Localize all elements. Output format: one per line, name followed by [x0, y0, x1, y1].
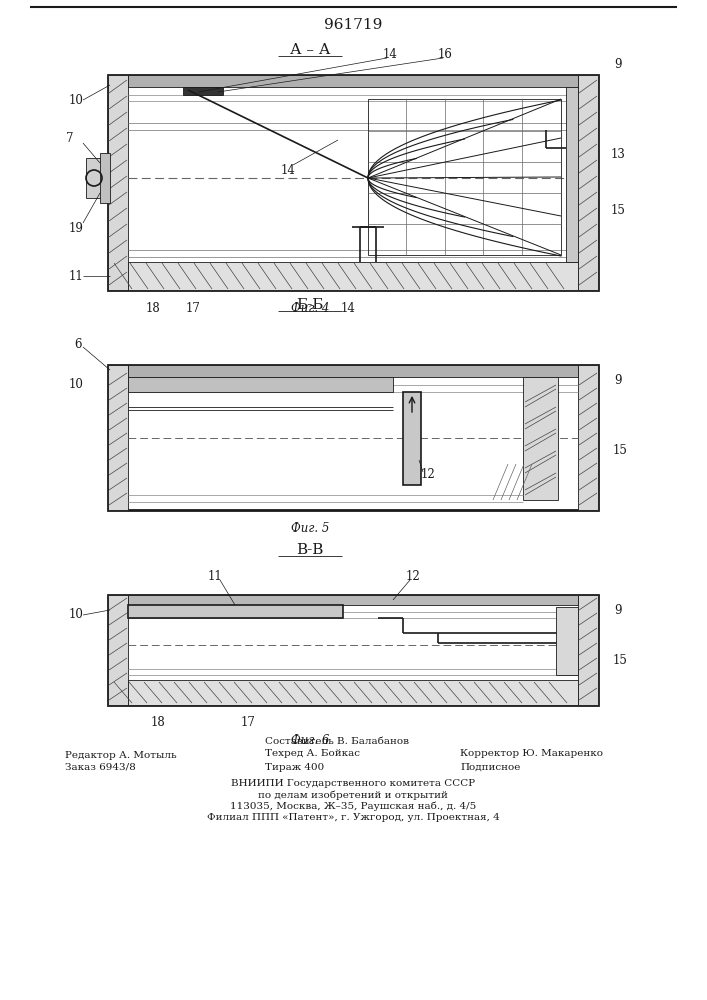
Text: 13: 13 — [611, 148, 626, 161]
Text: 17: 17 — [185, 302, 201, 314]
Text: Фиг. 4: Фиг. 4 — [291, 302, 329, 314]
Bar — [108, 75, 128, 290]
Text: 961719: 961719 — [324, 18, 382, 32]
Bar — [403, 392, 421, 485]
Bar — [108, 365, 598, 510]
Text: 15: 15 — [611, 204, 626, 217]
Text: 9: 9 — [614, 58, 621, 72]
Bar — [128, 605, 343, 618]
Bar — [128, 595, 578, 605]
Text: 15: 15 — [612, 654, 627, 666]
Text: 18: 18 — [146, 302, 160, 314]
Text: 14: 14 — [341, 302, 356, 314]
Text: 10: 10 — [69, 378, 83, 391]
Text: 12: 12 — [421, 468, 436, 482]
Bar — [108, 595, 128, 705]
Text: Фиг. 6: Фиг. 6 — [291, 734, 329, 746]
Bar — [523, 377, 558, 500]
Text: 18: 18 — [151, 716, 165, 730]
Text: Техред А. Бойкас: Техред А. Бойкас — [265, 750, 360, 758]
Bar — [128, 377, 393, 392]
Text: 7: 7 — [66, 131, 74, 144]
Text: А – А: А – А — [290, 43, 330, 57]
Text: Корректор Ю. Макаренко: Корректор Ю. Макаренко — [460, 750, 603, 758]
Text: по делам изобретений и открытий: по делам изобретений и открытий — [258, 790, 448, 800]
Text: 6: 6 — [74, 338, 82, 352]
Text: 12: 12 — [406, 570, 421, 584]
Text: Тираж 400: Тираж 400 — [265, 762, 325, 772]
Text: 9: 9 — [614, 603, 621, 616]
Bar — [128, 262, 578, 290]
Text: Подписное: Подписное — [460, 762, 520, 772]
Text: 15: 15 — [612, 444, 627, 456]
Bar — [556, 607, 578, 675]
Text: Редактор А. Мотыль: Редактор А. Мотыль — [65, 750, 177, 760]
Bar — [368, 99, 561, 255]
Bar — [128, 680, 578, 705]
Bar — [578, 75, 598, 290]
Bar — [566, 87, 578, 262]
Text: 113035, Москва, Ж–35, Раушская наб., д. 4/5: 113035, Москва, Ж–35, Раушская наб., д. … — [230, 801, 476, 811]
Bar — [128, 75, 578, 87]
Bar — [86, 158, 102, 198]
Text: Составитель В. Балабанов: Составитель В. Балабанов — [265, 738, 409, 746]
Text: Филиал ППП «Патент», г. Ужгород, ул. Проектная, 4: Филиал ППП «Патент», г. Ужгород, ул. Про… — [206, 812, 499, 822]
Text: 11: 11 — [69, 269, 83, 282]
Text: 10: 10 — [69, 608, 83, 621]
Bar — [128, 365, 578, 377]
Text: 17: 17 — [240, 716, 255, 730]
Text: 19: 19 — [69, 222, 83, 234]
Bar — [108, 365, 128, 510]
Text: 14: 14 — [281, 163, 296, 176]
Text: Б-Б: Б-Б — [296, 298, 324, 312]
Text: ВНИИПИ Государственного комитета СССР: ВНИИПИ Государственного комитета СССР — [231, 780, 475, 788]
Bar — [183, 87, 223, 95]
Bar — [108, 595, 598, 705]
Text: В-В: В-В — [296, 543, 324, 557]
Text: 10: 10 — [69, 94, 83, 106]
Text: 16: 16 — [438, 48, 452, 62]
Text: 11: 11 — [208, 570, 223, 584]
Text: Фиг. 5: Фиг. 5 — [291, 522, 329, 534]
Bar — [108, 75, 598, 290]
Text: 9: 9 — [614, 373, 621, 386]
Bar — [100, 153, 110, 203]
Text: 14: 14 — [382, 48, 397, 62]
Text: Заказ 6943/8: Заказ 6943/8 — [65, 762, 136, 772]
Bar — [578, 365, 598, 510]
Bar — [578, 595, 598, 705]
